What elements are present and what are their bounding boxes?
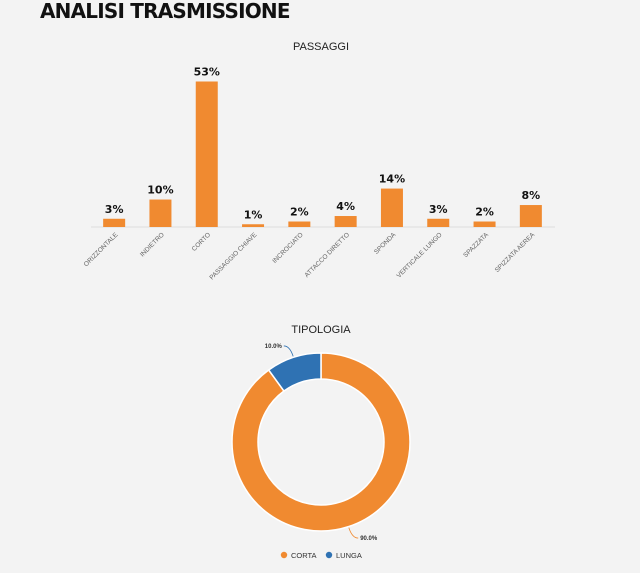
- bar-value-label: 4%: [336, 200, 355, 213]
- legend-label: LUNGA: [336, 551, 362, 560]
- bar-value-label: 3%: [429, 203, 448, 216]
- bar-value-label: 1%: [244, 208, 263, 221]
- bar-value-label: 8%: [522, 189, 541, 202]
- bar-value-label: 14%: [379, 173, 405, 186]
- bar: [380, 188, 403, 227]
- x-tick-label: ATTACCO DIRETTO: [303, 231, 351, 279]
- x-tick-label: INCROCIATO: [271, 231, 304, 264]
- donut-slice: [231, 352, 411, 532]
- bar-chart-title: PASSAGGI: [293, 41, 349, 53]
- donut-slice: [267, 352, 322, 393]
- donut-legend: CORTA LUNGA: [280, 551, 362, 560]
- legend-marker: [325, 551, 333, 559]
- slice-leader-line: [283, 345, 294, 357]
- page-title: ANALISI TRASMISSIONE: [40, 0, 291, 23]
- passaggi-bar-chart: PASSAGGI 3% ORIZZONTALE 10% INDIETRO 53% CORT…: [83, 41, 555, 281]
- bar: [103, 218, 126, 227]
- slice-percent-label: 10.0%: [265, 344, 283, 350]
- x-tick-label: SPAZZATA: [462, 231, 490, 259]
- x-tick-label: CORTO: [191, 231, 212, 252]
- bar: [334, 216, 357, 227]
- bar-value-label: 53%: [194, 65, 220, 78]
- bar: [288, 221, 311, 227]
- bar: [427, 218, 450, 227]
- bar: [519, 205, 542, 227]
- x-tick-label: SPONDA: [373, 231, 398, 256]
- slice-leader-line: [348, 527, 359, 539]
- bar: [473, 221, 496, 227]
- x-tick-label: VERTICALE LUNGO: [396, 231, 444, 279]
- bar-value-label: 3%: [105, 203, 124, 216]
- bar: [242, 224, 265, 227]
- tipologia-donut-chart: TIPOLOGIA 90.0% 10.0% CORTA LUNGA: [231, 324, 411, 560]
- bar: [195, 81, 218, 227]
- donut-chart-title: TIPOLOGIA: [291, 324, 351, 336]
- bar-value-label: 2%: [290, 206, 309, 219]
- bar-value-label: 10%: [147, 184, 173, 197]
- slice-percent-label: 90.0%: [360, 536, 378, 542]
- bar: [149, 199, 172, 227]
- x-tick-label: SPIZZATA AEREA: [494, 231, 537, 274]
- bar-value-label: 2%: [475, 206, 494, 219]
- x-tick-label: PASSAGGIO CHIAVE: [208, 231, 258, 281]
- x-tick-label: INDIETRO: [139, 231, 166, 258]
- legend-label: CORTA: [291, 551, 317, 560]
- x-tick-label: ORIZZONTALE: [83, 231, 120, 268]
- legend-marker: [280, 551, 288, 559]
